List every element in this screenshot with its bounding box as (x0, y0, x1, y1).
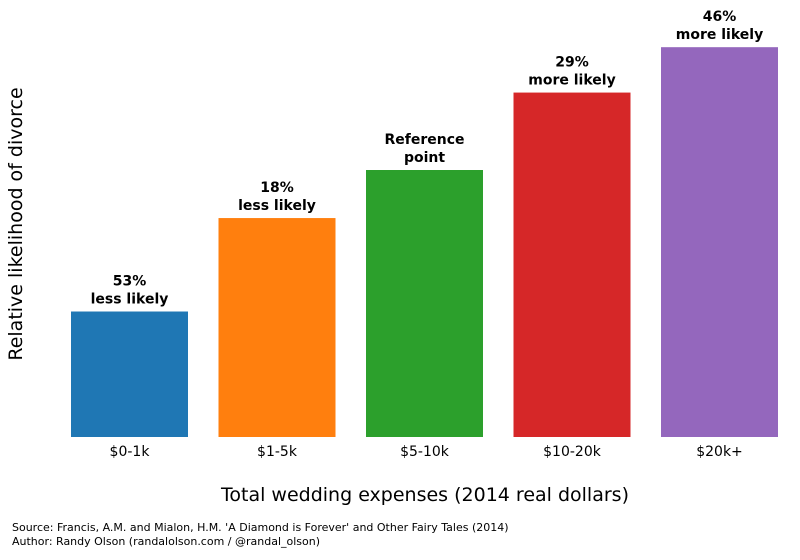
bar-0 (71, 311, 188, 437)
x-tick-label: $10-20k (543, 444, 602, 460)
bar-annotation: point (404, 150, 445, 166)
bar-annotation: less likely (238, 198, 316, 214)
bar-annotation: more likely (528, 73, 615, 89)
bar-1 (218, 218, 336, 437)
bar-annotation: 53% (113, 274, 147, 290)
bar-annotation: Reference (384, 132, 464, 148)
bar-annotation: 29% (555, 55, 589, 71)
x-tick-label: $0-1k (110, 444, 151, 460)
x-tick-label: $5-10k (400, 444, 450, 460)
x-tick-label: $1-5k (257, 444, 298, 460)
bar-annotation: less likely (91, 292, 169, 308)
bar-annotation: 46% (703, 9, 737, 25)
x-tick-labels: $0-1k $1-5k $5-10k $10-20k $20k+ (110, 444, 743, 460)
x-axis-label: Total wedding expenses (2014 real dollar… (220, 484, 629, 506)
bar-3 (513, 92, 631, 437)
bar-4 (661, 47, 778, 438)
bar-2 (366, 170, 483, 437)
source-note: Source: Francis, A.M. and Mialon, H.M. '… (12, 521, 509, 534)
x-tick-label: $20k+ (696, 444, 743, 460)
bar-annotation: 18% (260, 180, 294, 196)
bar-annotation: more likely (676, 27, 763, 43)
y-axis-label: Relative likelihood of divorce (5, 87, 27, 360)
bars-group (71, 47, 778, 438)
author-note: Author: Randy Olson (randalolson.com / @… (12, 535, 320, 548)
bar-annotations: 53% less likely 18% less likely Reference poi… (91, 9, 764, 307)
